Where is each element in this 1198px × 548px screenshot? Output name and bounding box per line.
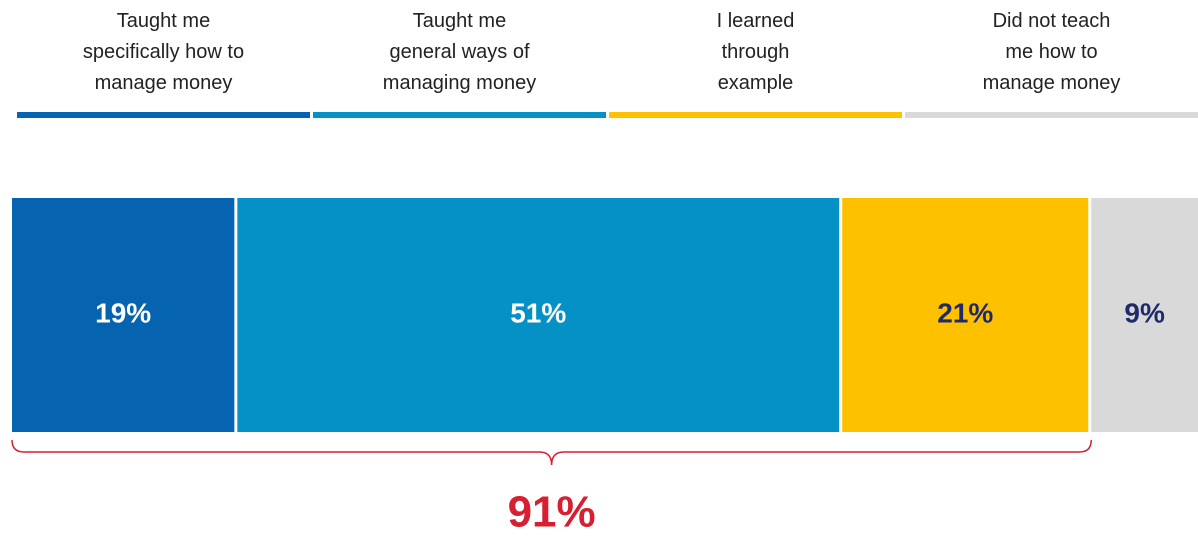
legend-label: I learned through example <box>716 10 795 94</box>
legend: Taught me specifically how to manage mon… <box>17 0 1198 120</box>
legend-label: Taught me specifically how to manage mon… <box>82 10 245 94</box>
legend-item: Taught me specifically how to manage mon… <box>17 0 310 120</box>
legend-swatch <box>313 112 606 118</box>
bar-segment <box>1091 198 1198 432</box>
legend-item: Did not teach me how to manage money <box>905 0 1198 120</box>
legend-item: I learned through example <box>609 0 902 120</box>
value-label: 51% <box>510 297 566 328</box>
value-label: 19% <box>95 297 151 328</box>
bar-segment <box>842 198 1089 432</box>
legend-label: Did not teach me how to manage money <box>982 10 1121 94</box>
legend-swatch <box>609 112 902 118</box>
legend-swatch <box>17 112 310 118</box>
bar-segment <box>12 198 235 432</box>
legend-swatch <box>905 112 1198 118</box>
bracket <box>11 439 1093 466</box>
value-label: 21% <box>937 297 993 328</box>
annotation-label: 91% <box>508 488 596 537</box>
value-label: 9% <box>1124 297 1165 328</box>
legend-item: Taught me general ways of managing money <box>313 0 606 120</box>
legend-label: Taught me general ways of managing money <box>382 10 537 94</box>
bar-segment <box>237 198 840 432</box>
